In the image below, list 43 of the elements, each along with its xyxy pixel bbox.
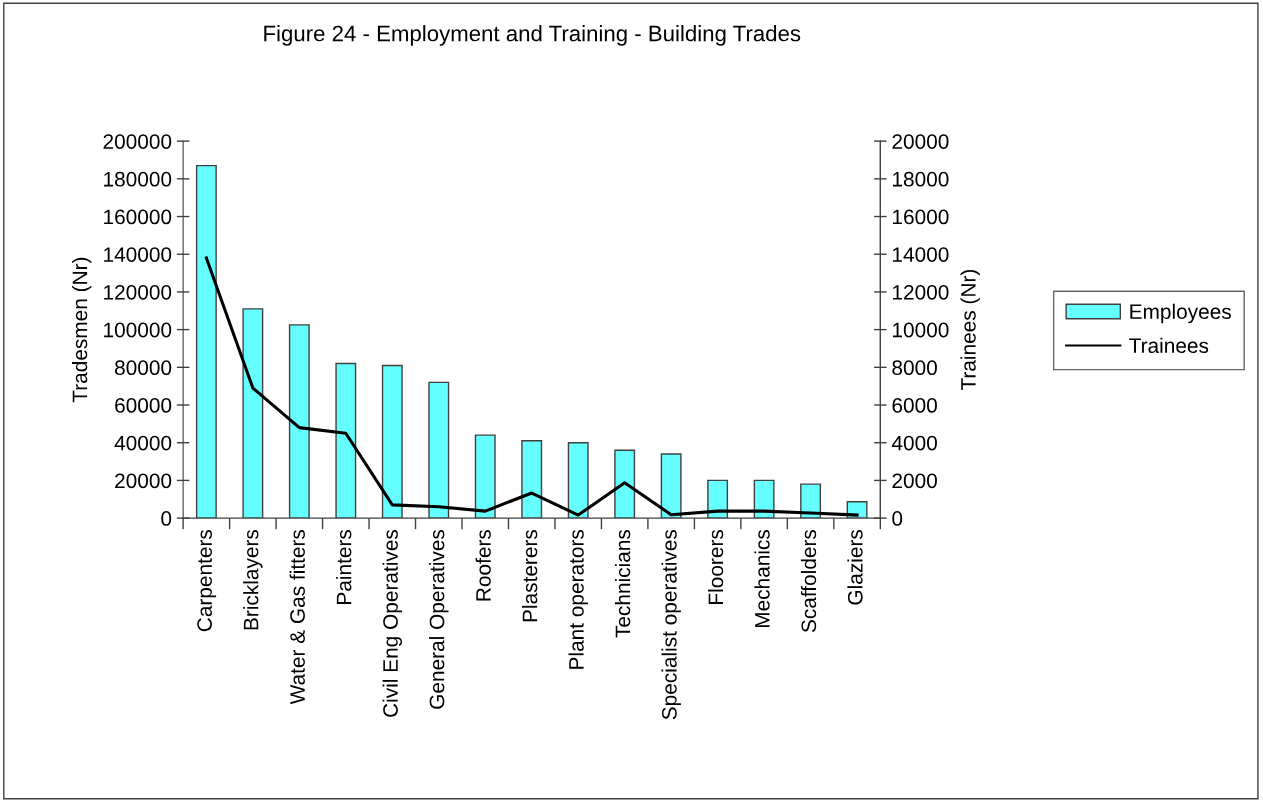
legend-label: Trainees bbox=[1129, 337, 1209, 354]
y2-tick-label: 4000 bbox=[891, 435, 937, 451]
x-tick-label: Mechanics bbox=[754, 529, 770, 628]
y-tick-label: 40000 bbox=[114, 435, 172, 451]
x-tick-label: General Operatives bbox=[429, 529, 449, 709]
y-tick-label: 60000 bbox=[115, 398, 172, 413]
y2-tick-label: 18000 bbox=[893, 171, 949, 187]
chart-title: Figure 24 - Employment and Training - Building Trades bbox=[264, 25, 801, 46]
y-tick-label: 200000 bbox=[103, 134, 172, 149]
x-tick-label: Bricklayers bbox=[243, 529, 263, 630]
y2-tick-label: 0 bbox=[892, 511, 903, 526]
y2-tick-label: 10000 bbox=[893, 322, 949, 338]
legend-label: Employees bbox=[1130, 303, 1231, 324]
y-tick-label: 100000 bbox=[104, 322, 172, 338]
y2-tick-label: 6000 bbox=[892, 398, 937, 413]
x-tick-label: Plant operators bbox=[568, 529, 588, 669]
x-tick-label: Civil Eng Operatives bbox=[382, 529, 402, 717]
x-tick-label: Roofers bbox=[475, 529, 491, 601]
x-tick-label: Technicians bbox=[614, 529, 631, 638]
y2-tick-label: 2000 bbox=[892, 473, 937, 489]
y-tick-label: 20000 bbox=[115, 473, 172, 489]
x-tick-label: Painters bbox=[336, 529, 352, 604]
y-tick-label: 120000 bbox=[104, 284, 172, 300]
x-tick-label: Plasterers bbox=[522, 529, 538, 622]
x-tick-label: Carpenters bbox=[197, 529, 217, 632]
x-tick-label: Glaziers bbox=[847, 529, 863, 605]
y2-axis-title: Trainees (Nr) bbox=[960, 269, 980, 391]
y-tick-label: 80000 bbox=[115, 360, 172, 376]
x-tick-label: Floorers bbox=[707, 529, 724, 604]
y2-tick-label: 12000 bbox=[893, 284, 949, 300]
y2-tick-label: 8000 bbox=[892, 360, 937, 376]
y-axis-title: Tradesmen (Nr) bbox=[71, 257, 92, 403]
x-tick-label: Water & Gas fitters bbox=[289, 529, 305, 705]
y-tick-label: 0 bbox=[161, 511, 172, 526]
x-tick-label: Specialist operatives bbox=[661, 529, 681, 720]
y2-tick-label: 20000 bbox=[892, 134, 949, 149]
y-tick-label: 160000 bbox=[104, 209, 172, 225]
y-tick-label: 180000 bbox=[104, 171, 172, 187]
y-tick-label: 140000 bbox=[104, 247, 172, 262]
x-tick-label: Scaffolders bbox=[800, 529, 817, 633]
line-series bbox=[204, 256, 859, 517]
y2-tick-label: 14000 bbox=[893, 247, 949, 262]
y2-tick-label: 16000 bbox=[893, 209, 949, 225]
